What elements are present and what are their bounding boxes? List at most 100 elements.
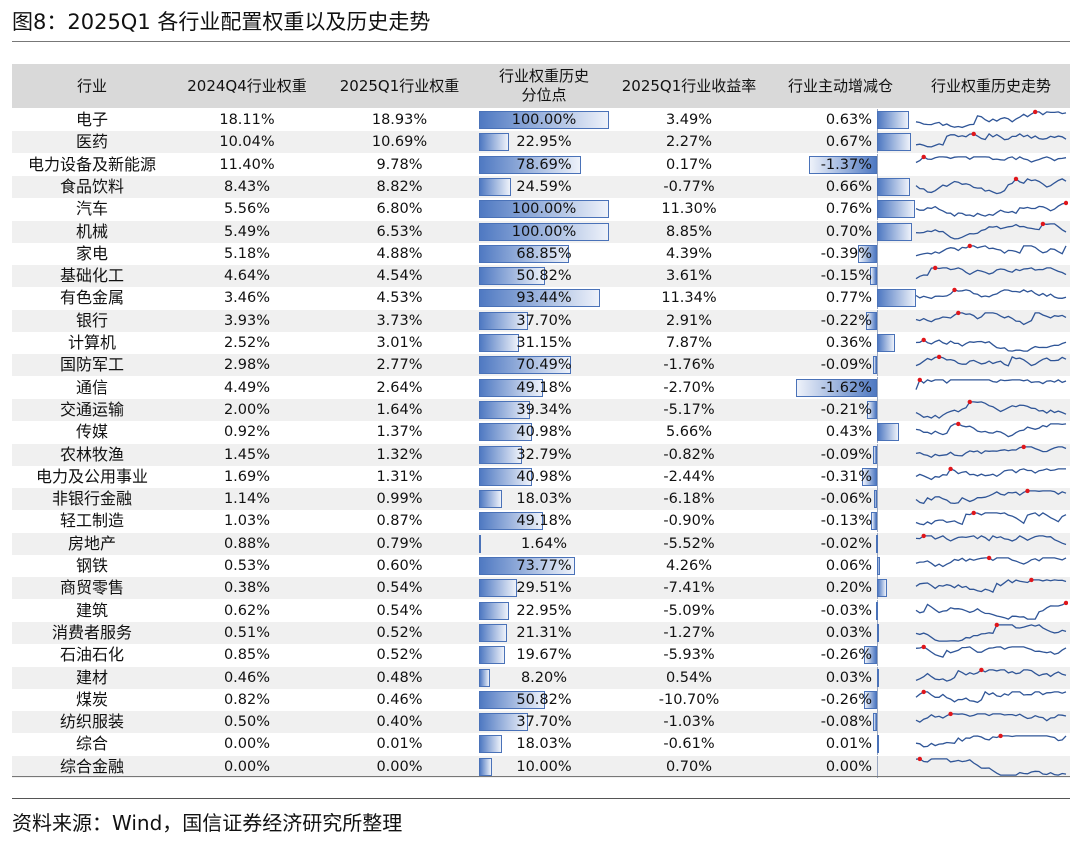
weight-2025q1: 2.77% xyxy=(376,357,423,374)
percentile-bar xyxy=(479,133,509,152)
table-header: 行业 2024Q4行业权重 2025Q1行业权重 行业权重历史 分位点 2025Q… xyxy=(12,64,1070,108)
trend-sparkline xyxy=(915,444,1067,458)
return-2025q1: 3.61% xyxy=(665,268,713,285)
weight-2024q4: 11.40% xyxy=(219,156,275,173)
active-value: -0.26% xyxy=(820,691,872,708)
header-industry: 行业 xyxy=(76,76,107,95)
active-bar xyxy=(870,512,877,531)
active-value: -0.03% xyxy=(820,602,872,619)
percentile-value: 22.95% xyxy=(516,134,572,151)
trend-line xyxy=(915,713,1067,723)
percentile-value: 18.03% xyxy=(516,491,572,508)
active-value: 0.00% xyxy=(825,758,872,775)
active-value: 0.70% xyxy=(825,223,872,240)
percentile-bar xyxy=(479,222,609,241)
industry-name: 煤炭 xyxy=(75,689,108,709)
trend-line xyxy=(915,601,1067,620)
weight-2024q4: 0.82% xyxy=(223,691,271,708)
trend-sparkline xyxy=(915,354,1067,367)
trend-peak-marker xyxy=(948,466,953,471)
trend-line xyxy=(915,445,1067,458)
return-2025q1: -0.61% xyxy=(663,736,715,753)
table-row: 电力设备及新能源 11.40% 9.78% 78.69% 0.17% -1.37% xyxy=(12,153,1070,176)
source-note: 资料来源：Wind，国信证券经济研究所整理 xyxy=(12,811,403,835)
percentile-bar xyxy=(479,467,533,486)
percentile-bar xyxy=(479,623,507,642)
active-value: -0.31% xyxy=(820,468,872,485)
weight-2024q4: 3.46% xyxy=(223,290,271,307)
trend-peak-marker xyxy=(1029,577,1034,583)
trend-peak-marker xyxy=(967,399,972,404)
industry-name: 电子 xyxy=(75,110,108,129)
percentile-bar xyxy=(479,356,571,375)
industry-name: 消费者服务 xyxy=(51,622,132,642)
percentile-bar xyxy=(479,534,482,553)
industry-name: 房地产 xyxy=(67,533,116,553)
active-value: 0.01% xyxy=(825,736,872,753)
weight-2024q4: 1.14% xyxy=(223,491,271,508)
table-row: 传媒 0.92% 1.37% 40.98% 5.66% 0.43% xyxy=(12,421,1070,444)
trend-line xyxy=(915,579,1067,594)
percentile-value: 49.18% xyxy=(516,513,572,530)
active-bar xyxy=(877,579,887,598)
active-axis xyxy=(877,465,878,488)
trend-peak-marker xyxy=(933,265,938,271)
active-axis xyxy=(877,510,878,533)
industry-name: 食品饮料 xyxy=(59,176,124,196)
trend-sparkline xyxy=(915,577,1067,594)
return-2025q1: -2.44% xyxy=(663,468,715,485)
industry-name: 有色金属 xyxy=(59,288,124,308)
percentile-value: 24.59% xyxy=(516,178,572,195)
percentile-value: 22.95% xyxy=(516,602,572,619)
weight-2025q1: 0.79% xyxy=(376,535,423,552)
weight-2025q1: 9.78% xyxy=(376,156,423,173)
active-bar xyxy=(874,490,877,509)
percentile-bar xyxy=(479,378,543,397)
active-value: 0.77% xyxy=(825,290,872,307)
header-percentile: 行业权重历史 分位点 xyxy=(479,64,609,108)
percentile-bar xyxy=(479,311,528,330)
table-row: 基础化工 4.64% 4.54% 50.82% 3.61% -0.15% xyxy=(12,265,1070,288)
return-2025q1: -5.09% xyxy=(663,602,715,619)
title-divider xyxy=(12,41,1070,42)
industry-name: 非银行金融 xyxy=(51,489,132,509)
active-bar xyxy=(872,445,877,464)
industry-name: 商贸零售 xyxy=(59,578,124,598)
weight-2024q4: 10.04% xyxy=(219,134,275,151)
return-2025q1: -0.82% xyxy=(663,446,715,463)
industry-name: 钢铁 xyxy=(75,556,108,575)
percentile-value: 49.18% xyxy=(516,379,572,396)
header-trend: 行业权重历史走势 xyxy=(930,76,1051,95)
table-row: 机械 5.49% 6.53% 100.00% 8.85% 0.70% xyxy=(12,220,1070,243)
trend-sparkline xyxy=(915,288,1067,300)
trend-sparkline xyxy=(915,511,1067,526)
weight-2024q4: 0.50% xyxy=(223,714,271,731)
percentile-value: 40.98% xyxy=(516,424,572,441)
weight-2025q1: 1.32% xyxy=(376,446,423,463)
trend-line xyxy=(915,624,1067,642)
weight-2025q1: 0.54% xyxy=(376,580,423,597)
weight-2024q4: 0.38% xyxy=(223,580,271,597)
weight-2024q4: 1.69% xyxy=(223,468,271,485)
trend-peak-marker xyxy=(1013,176,1019,181)
industry-name: 通信 xyxy=(75,377,108,397)
active-axis xyxy=(877,755,878,778)
trend-line xyxy=(915,133,1067,148)
trend-peak-marker xyxy=(952,288,957,293)
trend-sparkline xyxy=(915,711,1067,723)
weight-2024q4: 0.85% xyxy=(223,647,271,664)
industry-name: 电力设备及新能源 xyxy=(27,154,156,174)
percentile-bar xyxy=(479,111,609,129)
return-2025q1: -0.90% xyxy=(663,513,715,530)
weight-2024q4: 5.18% xyxy=(223,245,271,262)
active-value: -0.09% xyxy=(820,446,872,463)
weight-2024q4: 0.51% xyxy=(223,624,271,641)
trend-sparkline xyxy=(915,533,1067,545)
active-bar xyxy=(869,267,877,286)
active-axis xyxy=(877,265,878,288)
return-2025q1: 11.30% xyxy=(661,201,717,218)
active-bar xyxy=(857,244,877,263)
weight-2025q1: 0.54% xyxy=(376,602,423,619)
weight-2024q4: 0.00% xyxy=(223,736,271,753)
active-value: -0.06% xyxy=(820,491,872,508)
